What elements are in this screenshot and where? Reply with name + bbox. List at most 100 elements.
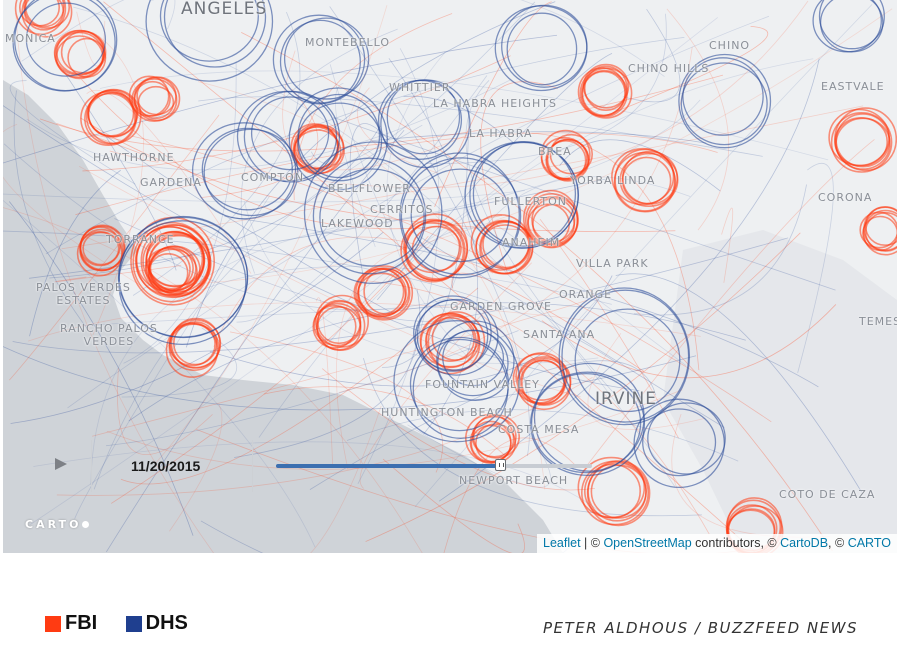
- circling-loop: [163, 0, 267, 68]
- place-label: FOUNTAIN VALLEY: [425, 378, 540, 391]
- flight-track: [3, 143, 451, 311]
- place-label: PALOS VERDES ESTATES: [36, 281, 131, 307]
- flight-track: [93, 124, 423, 490]
- timeline-divider: [91, 440, 92, 492]
- circling-loop: [203, 128, 299, 217]
- circling-loop: [494, 5, 588, 92]
- circling-loop: [165, 322, 219, 378]
- flight-track: [15, 13, 215, 553]
- circling-loop: [128, 75, 170, 117]
- circling-loop: [818, 0, 885, 50]
- flight-track: [403, 95, 514, 143]
- openstreetmap-link[interactable]: OpenStreetMap: [603, 536, 692, 550]
- legend-swatch-fbi: [45, 615, 61, 632]
- place-label: VILLA PARK: [576, 257, 649, 270]
- flight-track: [92, 35, 144, 336]
- circling-loop: [145, 0, 274, 82]
- flight-track: [603, 25, 769, 117]
- circling-loop: [159, 0, 259, 62]
- flight-track: [3, 34, 558, 164]
- flight-track: [309, 405, 382, 553]
- flight-track: [169, 404, 223, 532]
- place-label: GARDENA: [140, 176, 202, 189]
- flight-track: [633, 184, 807, 316]
- flight-track: [213, 236, 494, 348]
- circling-loop: [386, 79, 461, 155]
- flight-track: [382, 458, 526, 553]
- circling-loop: [506, 12, 578, 86]
- timeline-date: 11/20/2015: [131, 458, 201, 474]
- cartodb-link[interactable]: CartoDB: [780, 536, 829, 550]
- circling-loop: [419, 312, 480, 368]
- leaflet-link[interactable]: Leaflet: [543, 536, 581, 550]
- circling-loop: [647, 402, 726, 475]
- flight-track: [3, 199, 316, 548]
- place-label: SANTA ANA: [523, 328, 596, 341]
- circling-loop: [614, 148, 676, 212]
- timeline-slider-handle[interactable]: [495, 459, 507, 471]
- circling-loop: [410, 168, 510, 263]
- circling-loop: [442, 329, 505, 387]
- place-label: FULLERTON: [494, 195, 568, 208]
- circling-marks: [12, 0, 897, 553]
- legend-item-fbi: FBI: [45, 612, 97, 635]
- map-canvas[interactable]: [3, 0, 897, 553]
- flight-track: [287, 0, 809, 189]
- flight-track: [151, 0, 665, 77]
- place-label: RANCHO PALOS VERDES: [60, 322, 158, 348]
- flight-track: [82, 55, 511, 172]
- circling-loop: [561, 289, 690, 423]
- circling-loop: [540, 129, 591, 180]
- circling-loop: [312, 157, 427, 275]
- place-label: IRVINE: [595, 389, 657, 409]
- circling-loop: [558, 287, 691, 426]
- carto-logo-dot: [82, 521, 90, 528]
- circling-loop: [87, 91, 138, 138]
- place-label: COTO DE CAZA: [779, 488, 876, 501]
- flight-track: [329, 6, 530, 456]
- flight-track: [29, 169, 121, 337]
- map[interactable]: ANGELES MONICA MONTEBELLO CHINO CHINO HILLS W…: [3, 0, 897, 553]
- flight-track: [312, 99, 701, 234]
- place-label: HAWTHORNE: [93, 151, 175, 164]
- circling-loop: [82, 231, 120, 266]
- place-label: CERRITOS: [370, 203, 434, 216]
- flight-track: [443, 437, 575, 553]
- flight-track: [103, 1, 757, 553]
- flight-track: [365, 232, 801, 542]
- carto-link[interactable]: CARTO: [847, 536, 891, 550]
- flight-track: [56, 377, 593, 496]
- circling-loop: [859, 211, 897, 249]
- flight-track: [9, 114, 220, 381]
- place-label: EASTVALE: [821, 80, 885, 93]
- map-attribution: Leaflet | © OpenStreetMap contributors, …: [537, 534, 897, 553]
- circling-loop: [131, 78, 178, 123]
- attribution-separator: , ©: [828, 536, 848, 550]
- flight-track: [74, 195, 270, 519]
- circling-loop: [404, 220, 465, 282]
- place-label: ANAHEIM: [502, 236, 561, 249]
- circling-loop: [469, 141, 579, 249]
- circling-loop: [577, 67, 627, 117]
- flight-track: [13, 90, 89, 331]
- flight-track: [357, 48, 440, 484]
- play-icon[interactable]: [55, 458, 67, 470]
- circling-loop: [393, 320, 521, 443]
- flight-track: [411, 231, 725, 428]
- flight-track: [363, 358, 702, 517]
- circling-loop: [409, 336, 510, 432]
- place-label: MONICA: [5, 32, 56, 45]
- attribution-contributors: contributors, ©: [691, 536, 781, 550]
- circling-loop: [416, 299, 489, 372]
- circling-loop: [400, 218, 466, 283]
- flight-track: [132, 11, 301, 296]
- flight-track: [666, 8, 730, 231]
- circling-loop: [303, 141, 443, 285]
- timeline-slider[interactable]: [276, 459, 592, 471]
- legend-item-dhs: DHS: [125, 612, 188, 635]
- circling-loop: [414, 298, 499, 376]
- circling-loop: [173, 321, 218, 366]
- flight-track: [62, 69, 177, 271]
- flight-track: [329, 64, 525, 360]
- flight-track: [185, 1, 556, 348]
